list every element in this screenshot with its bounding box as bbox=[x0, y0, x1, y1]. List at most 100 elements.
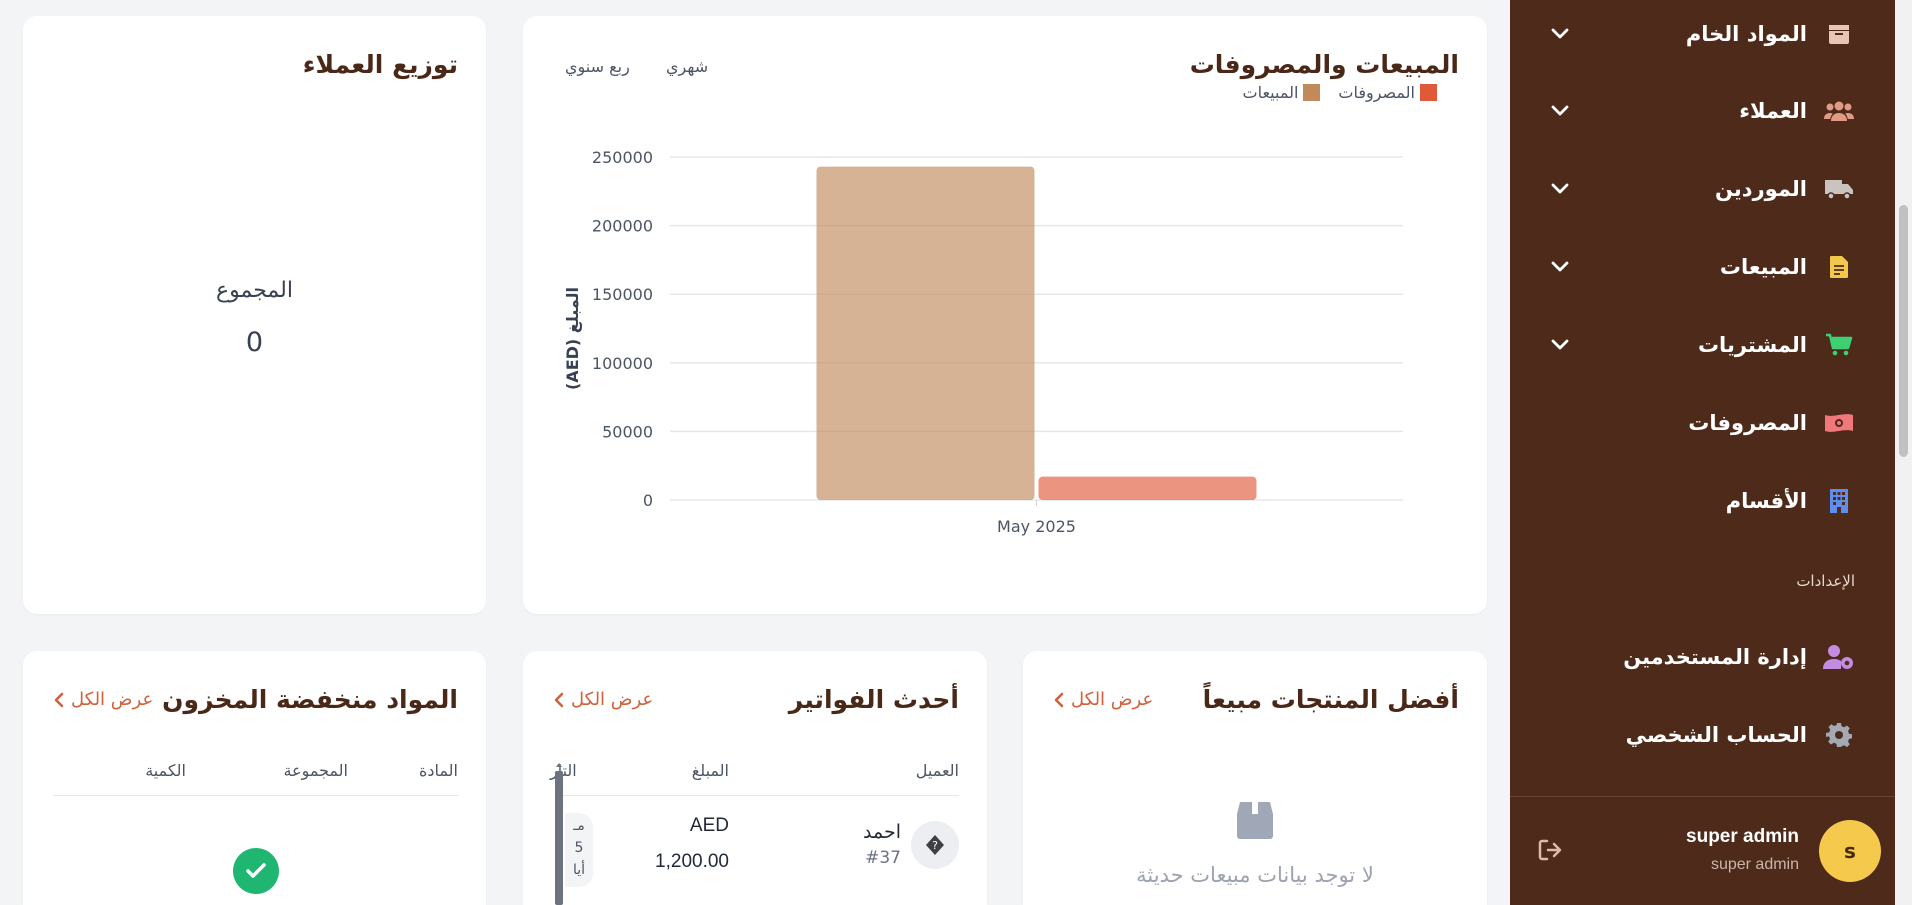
invoice-icon bbox=[1823, 251, 1855, 283]
bar-sales bbox=[816, 166, 1035, 500]
sidebar-item-label: المصروفات bbox=[1688, 411, 1807, 435]
legend-sales-swatch bbox=[1303, 84, 1321, 101]
invoices-header-divider bbox=[555, 795, 959, 796]
svg-text:?: ? bbox=[932, 839, 938, 852]
building-icon bbox=[1823, 485, 1855, 517]
sidebar-item-label: إدارة المستخدمين bbox=[1623, 645, 1807, 669]
sidebar-item-label: العملاء bbox=[1739, 99, 1807, 123]
low-stock-view-all[interactable]: عرض الكل bbox=[53, 689, 153, 710]
customer-distribution-card: توزيع العملاء المجموع 0 bbox=[23, 16, 486, 614]
x-tick-label: May 2025 bbox=[997, 517, 1076, 536]
chevron-down-icon[interactable] bbox=[1550, 257, 1570, 277]
low-stock-card: المواد منخفضة المخزون عرض الكل المادة ال… bbox=[23, 651, 486, 905]
sidebar-item[interactable]: الموردين bbox=[1510, 159, 1895, 219]
sidebar-item[interactable]: العملاء bbox=[1510, 81, 1895, 141]
customers-card-title: توزيع العملاء bbox=[302, 50, 458, 79]
customers-total-label: المجموع bbox=[216, 278, 293, 303]
invoices-header-amount: المبلغ bbox=[691, 761, 729, 780]
sales-chart-title: المبيعات والمصروفات bbox=[1189, 50, 1459, 79]
avatar[interactable]: s bbox=[1819, 820, 1881, 882]
chevron-left-icon bbox=[54, 692, 64, 707]
legend-expenses[interactable]: المصروفات bbox=[1338, 83, 1437, 102]
tab-quarterly[interactable]: ربع سنوي bbox=[565, 57, 630, 76]
top-products-title: أفضل المنتجات مبيعاً bbox=[1202, 685, 1459, 714]
users-icon bbox=[1823, 95, 1855, 127]
bar-expenses bbox=[1038, 476, 1257, 500]
sidebar-scrollbar-thumb[interactable] bbox=[1899, 205, 1908, 457]
settings-section-label: الإعدادات bbox=[1796, 572, 1855, 590]
sidebar-item-label: المبيعات bbox=[1719, 255, 1807, 279]
sidebar-item[interactable]: المبيعات bbox=[1510, 237, 1895, 297]
y-tick-label: 200000 bbox=[592, 217, 653, 236]
table-row[interactable]: ? احمد #37 AED 1,200.00 مـ 5 أيا bbox=[523, 811, 987, 905]
invoices-table-scrollbar[interactable] bbox=[555, 761, 563, 905]
y-tick-label: 0 bbox=[643, 491, 653, 510]
low-stock-header-divider bbox=[53, 795, 458, 796]
invoice-date-line1: مـ bbox=[573, 818, 585, 834]
sidebar-item[interactable]: الأقسام bbox=[1510, 471, 1895, 531]
invoice-date-badge: مـ 5 أيا bbox=[565, 813, 593, 887]
sidebar-item[interactable]: إدارة المستخدمين bbox=[1510, 627, 1895, 687]
invoice-amount: 1,200.00 bbox=[655, 851, 729, 872]
money-icon bbox=[1823, 407, 1855, 439]
sidebar-menu: المواد الخام العملاء الموردين المبيعات المشت… bbox=[1510, 0, 1895, 905]
sidebar-item-label: المواد الخام bbox=[1685, 22, 1807, 46]
chevron-down-icon[interactable] bbox=[1550, 24, 1570, 44]
sidebar-item[interactable]: الحساب الشخصي bbox=[1510, 705, 1895, 765]
logout-icon[interactable] bbox=[1536, 836, 1564, 864]
sidebar-item[interactable]: المشتريات bbox=[1510, 315, 1895, 375]
cart-icon bbox=[1823, 329, 1855, 361]
y-tick-label: 100000 bbox=[592, 354, 653, 373]
y-axis-label: المبلغ (AED) bbox=[563, 287, 582, 390]
sidebar-item[interactable]: المصروفات bbox=[1510, 393, 1895, 453]
sidebar-item[interactable]: المواد الخام bbox=[1510, 4, 1895, 64]
sidebar-item-label: الموردين bbox=[1715, 177, 1807, 201]
legend-expenses-label: المصروفات bbox=[1338, 83, 1415, 102]
invoices-header-date: التار bbox=[550, 761, 577, 780]
sidebar-scrollbar[interactable] bbox=[1895, 0, 1912, 905]
truck-icon bbox=[1823, 173, 1855, 205]
sales-expenses-card: المبيعات والمصروفات شهري ربع سنوي المصرو… bbox=[523, 16, 1487, 614]
legend-sales[interactable]: المبيعات bbox=[1243, 83, 1321, 102]
chevron-down-icon[interactable] bbox=[1550, 179, 1570, 199]
chart-legend: المصروفات المبيعات bbox=[1243, 83, 1437, 102]
y-tick-label: 250000 bbox=[592, 148, 653, 167]
question-icon: ? bbox=[911, 821, 959, 869]
latest-invoices-view-all-label: عرض الكل bbox=[571, 689, 654, 710]
sidebar-item-label: المشتريات bbox=[1697, 333, 1807, 357]
scroll-up-arrow-icon[interactable] bbox=[555, 761, 563, 769]
chevron-down-icon[interactable] bbox=[1550, 335, 1570, 355]
user-name: super admin bbox=[1686, 826, 1799, 847]
top-products-card: أفضل المنتجات مبيعاً عرض الكل لا توجد بي… bbox=[1023, 651, 1487, 905]
invoices-table-scrollbar-thumb[interactable] bbox=[555, 771, 563, 905]
invoice-date-line2: 5 bbox=[574, 840, 584, 856]
check-circle-icon bbox=[233, 848, 279, 894]
customers-total-value: 0 bbox=[245, 327, 264, 358]
sales-expenses-chart: 0 50000 100000 150000 200000 250000 المبلغ (AE… bbox=[563, 148, 1403, 536]
top-products-view-all[interactable]: عرض الكل bbox=[1053, 689, 1153, 710]
box-icon bbox=[1237, 802, 1273, 839]
gear-icon bbox=[1823, 719, 1855, 751]
sidebar-divider bbox=[1510, 796, 1895, 797]
low-stock-header-group: المجموعة bbox=[283, 761, 348, 780]
latest-invoices-view-all[interactable]: عرض الكل bbox=[553, 689, 653, 710]
chevron-left-icon bbox=[554, 692, 564, 707]
sidebar: المواد الخام العملاء الموردين المبيعات المشت… bbox=[1510, 0, 1912, 905]
latest-invoices-card: أحدث الفواتير عرض الكل العميل المبلغ الت… bbox=[523, 651, 987, 905]
tab-monthly[interactable]: شهري bbox=[666, 57, 709, 76]
latest-invoices-title: أحدث الفواتير bbox=[788, 685, 959, 714]
sidebar-item-label: الأقسام bbox=[1725, 489, 1807, 513]
sidebar-item-label: الحساب الشخصي bbox=[1625, 723, 1807, 747]
y-tick-label: 150000 bbox=[592, 285, 653, 304]
chevron-down-icon[interactable] bbox=[1550, 101, 1570, 121]
top-products-view-all-label: عرض الكل bbox=[1071, 689, 1154, 710]
y-tick-label: 50000 bbox=[602, 422, 653, 441]
top-products-empty: لا توجد بيانات مبيعات حديثة bbox=[1136, 863, 1374, 887]
invoice-currency: AED bbox=[689, 815, 729, 836]
user-role: super admin bbox=[1710, 856, 1799, 873]
legend-sales-label: المبيعات bbox=[1242, 83, 1299, 102]
low-stock-header-material: المادة bbox=[419, 761, 458, 780]
invoice-number: #37 bbox=[865, 848, 901, 868]
legend-expenses-swatch bbox=[1420, 84, 1437, 101]
invoice-customer: احمد bbox=[863, 821, 901, 843]
